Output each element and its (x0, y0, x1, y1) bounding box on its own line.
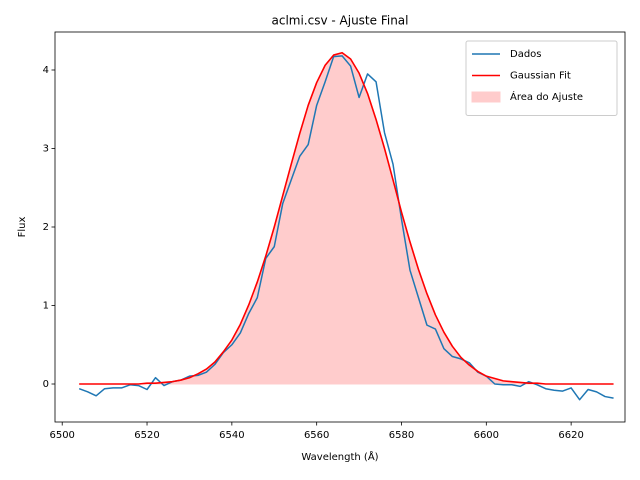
y-tick-label: 1 (43, 301, 49, 312)
y-tick-label: 4 (43, 65, 49, 76)
series-line (78, 55, 614, 401)
x-tick-label: 6600 (474, 430, 499, 441)
legend-label: Área do Ajuste (510, 90, 583, 103)
y-axis-label: Flux (17, 217, 28, 238)
legend-box (465, 40, 618, 116)
y-tick-label: 3 (43, 143, 49, 154)
x-axis-label: Wavelength (Å) (301, 450, 378, 463)
x-tick-label: 6540 (219, 430, 244, 441)
x-tick-label: 6500 (49, 430, 74, 441)
legend-swatch (471, 91, 501, 103)
x-tick-label: 6560 (304, 430, 329, 441)
x-tick-label: 6520 (134, 430, 159, 441)
legend-label: Gaussian Fit (510, 71, 571, 82)
x-tick-label: 6580 (389, 430, 414, 441)
y-tick-label: 2 (43, 222, 49, 233)
chart-title: aclmi.csv - Ajuste Final (272, 14, 409, 28)
series-line (79, 51, 614, 385)
x-tick-label: 6620 (558, 430, 583, 441)
legend-label: Dados (510, 49, 542, 60)
y-tick-label: 0 (43, 379, 49, 390)
legend: Dados Gaussian Fit Área do Ajuste (465, 40, 618, 116)
